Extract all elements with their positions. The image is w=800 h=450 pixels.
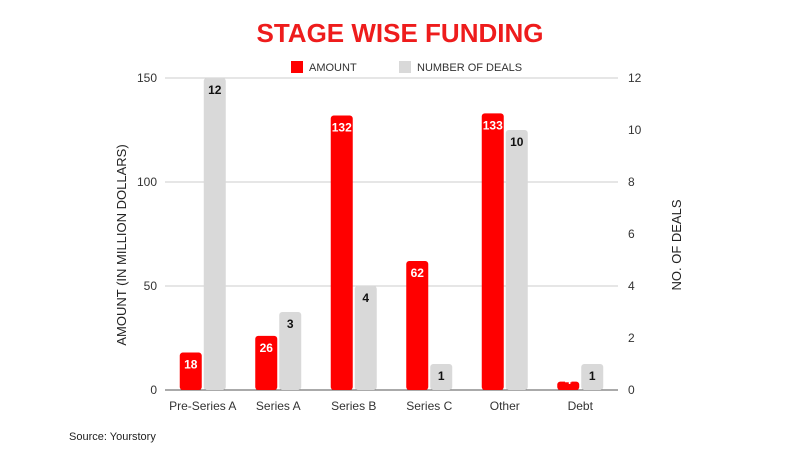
deals-bar-other xyxy=(505,130,528,390)
amount-bar-series-a xyxy=(255,335,278,390)
x-axis-ticks: Pre-Series A Series A Series B Series C Othe… xyxy=(169,399,594,413)
data-labels: 18 12 26 3 132 4 62 1 133 10 4 1 xyxy=(184,83,596,387)
deals-bar-series-c xyxy=(430,364,453,390)
y-tick-label-left: 0 xyxy=(150,383,157,397)
legend-swatch-amount xyxy=(291,61,303,73)
y-tick-label-right: 12 xyxy=(628,71,642,85)
y-tick-label-left: 150 xyxy=(137,71,157,85)
amount-data-label: 133 xyxy=(483,118,503,132)
y-tick-label-right: 8 xyxy=(628,175,635,189)
y-axis-title-right: NO. OF DEALS xyxy=(669,199,684,290)
amount-data-label: 18 xyxy=(184,358,198,372)
amount-bar-debt xyxy=(557,381,580,390)
left-axis-ticks: 0 50 100 150 xyxy=(137,71,157,397)
deals-data-label: 1 xyxy=(589,369,596,383)
amount-bar-pre-series-a xyxy=(179,352,202,390)
x-tick-label: Pre-Series A xyxy=(169,399,236,413)
x-tick-label: Series A xyxy=(256,399,301,413)
deals-bar-series-a xyxy=(279,312,302,390)
amount-bar-other xyxy=(481,113,504,391)
chart-title: STAGE WISE FUNDING xyxy=(257,18,544,48)
y-tick-label-right: 2 xyxy=(628,331,635,345)
amount-data-label: 132 xyxy=(332,120,352,134)
gridlines xyxy=(165,77,618,391)
deals-data-label: 1 xyxy=(438,369,445,383)
x-tick-label: Debt xyxy=(568,399,594,413)
amount-data-label: 62 xyxy=(411,266,425,280)
deals-bar-debt xyxy=(581,364,604,390)
source-note: Source: Yourstory xyxy=(69,431,156,443)
right-axis-ticks: 0 2 4 6 8 10 12 xyxy=(628,71,642,397)
x-tick-label: Other xyxy=(490,399,520,413)
y-tick-label-left: 50 xyxy=(144,279,158,293)
amount-data-label: 26 xyxy=(260,341,274,355)
deals-data-label: 4 xyxy=(362,291,369,305)
y-tick-label-right: 6 xyxy=(628,227,635,241)
deals-data-label: 3 xyxy=(287,317,294,331)
x-tick-label: Series C xyxy=(406,399,452,413)
x-tick-label: Series B xyxy=(331,399,376,413)
y-tick-label-left: 100 xyxy=(137,175,157,189)
deals-bar-series-b xyxy=(354,286,377,390)
y-tick-label-right: 10 xyxy=(628,123,642,137)
y-tick-label-right: 0 xyxy=(628,383,635,397)
legend: AMOUNT NUMBER OF DEALS xyxy=(291,61,522,74)
deals-bar-pre-series-a xyxy=(203,78,226,390)
legend-label-deals: NUMBER OF DEALS xyxy=(417,62,522,74)
legend-label-amount: AMOUNT xyxy=(309,62,357,74)
legend-swatch-deals xyxy=(399,61,411,73)
deals-data-label: 12 xyxy=(208,83,222,97)
amount-bar-series-b xyxy=(330,115,353,390)
bars xyxy=(179,78,604,391)
y-axis-title-left: AMOUNT (IN MILLION DOLLARS) xyxy=(114,144,129,345)
amount-bar-series-c xyxy=(406,261,429,390)
y-tick-label-right: 4 xyxy=(628,279,635,293)
amount-data-label: 4 xyxy=(565,373,572,387)
deals-data-label: 10 xyxy=(510,135,524,149)
